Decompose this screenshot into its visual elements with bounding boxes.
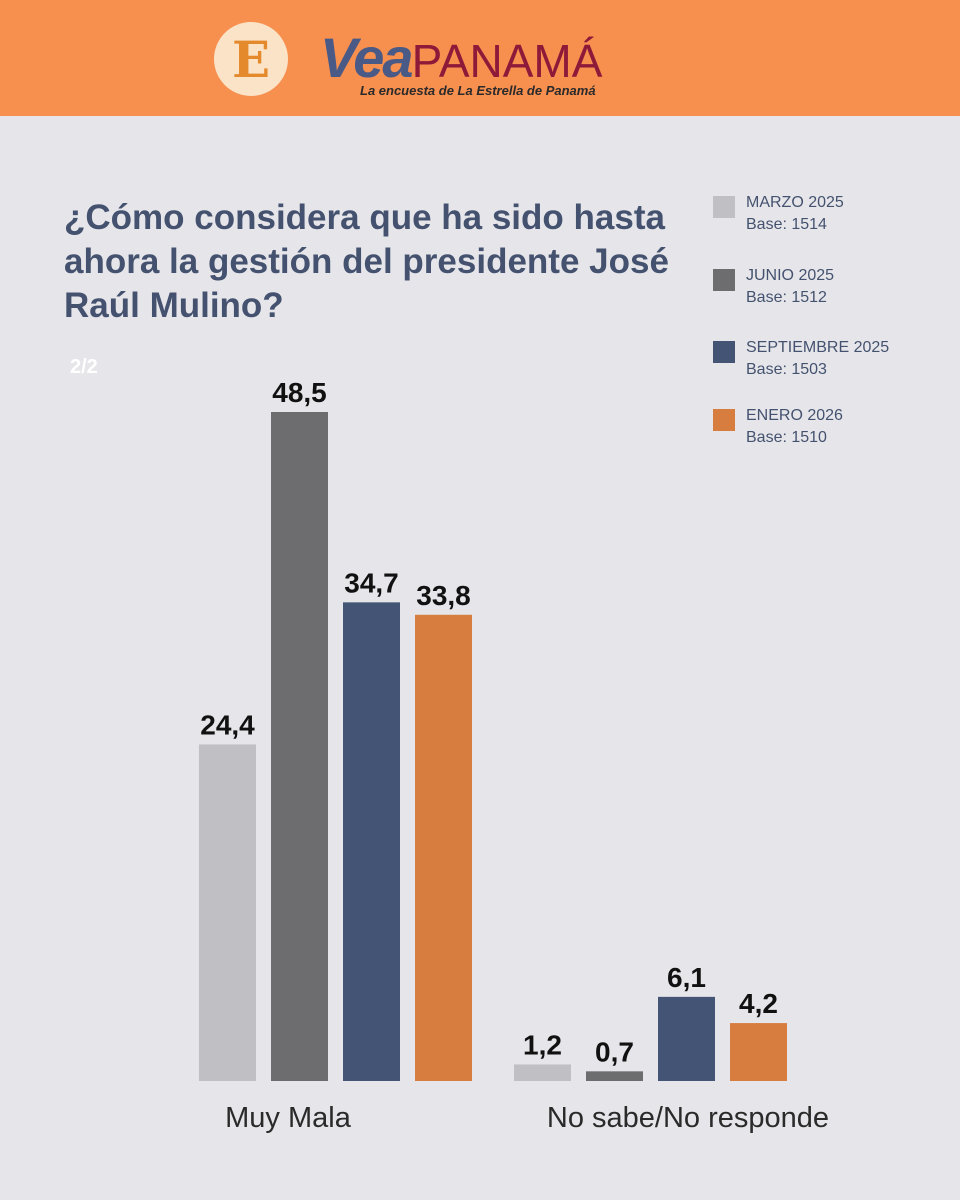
bar-2-3 <box>658 996 715 1081</box>
data-label: 24,4 <box>200 709 255 740</box>
data-label: 6,1 <box>667 962 706 993</box>
header-banner: E VeaPANAMÁ La encuesta de La Estrella d… <box>0 0 960 116</box>
legend-item-enero: ENERO 2026 Base: 1510 <box>713 405 943 455</box>
category-label: No sabe/No responde <box>547 1102 829 1134</box>
chart-title: ¿Cómo considera que ha sido hasta ahora … <box>64 198 669 325</box>
logo-letter: E <box>231 29 271 89</box>
legend-item-marzo: MARZO 2025 Base: 1514 <box>713 192 943 242</box>
bar-2-4 <box>730 1023 787 1081</box>
legend-series-name: JUNIO 2025 <box>746 267 835 284</box>
legend-series-base: Base: 1514 <box>746 216 827 233</box>
estrella-logo-icon: E <box>214 22 288 96</box>
brand-wordmark: VeaPANAMÁ <box>320 30 603 88</box>
bar-1-4 <box>415 614 472 1081</box>
bar-1-2 <box>271 412 328 1081</box>
bar-2-1 <box>514 1064 571 1081</box>
bar-1-1 <box>199 744 256 1081</box>
data-label: 48,5 <box>272 377 327 408</box>
page-indicator: 2/2 <box>70 356 98 378</box>
legend-series-name: ENERO 2026 <box>746 407 843 424</box>
legend-swatch <box>713 196 735 218</box>
legend-series-name: MARZO 2025 <box>746 194 844 211</box>
data-label: 1,2 <box>523 1029 562 1060</box>
legend-series-base: Base: 1503 <box>746 361 827 378</box>
legend-series-base: Base: 1510 <box>746 429 827 446</box>
tagline: La encuesta de La Estrella de Panamá <box>360 83 596 98</box>
brand-part1: Vea <box>320 26 414 89</box>
data-label: 34,7 <box>344 567 399 598</box>
data-label: 0,7 <box>595 1036 634 1067</box>
legend-series-base: Base: 1512 <box>746 289 827 306</box>
legend-swatch <box>713 341 735 363</box>
data-label: 33,8 <box>416 580 471 611</box>
data-label: 4,2 <box>739 988 778 1019</box>
category-label: Muy Mala <box>225 1102 352 1134</box>
legend-swatch <box>713 269 735 291</box>
bar-1-3 <box>343 602 400 1081</box>
legend-series-name: SEPTIEMBRE 2025 <box>746 339 890 356</box>
legend-item-junio: JUNIO 2025 Base: 1512 <box>713 265 943 315</box>
bar-2-2 <box>586 1071 643 1081</box>
brand-part2: PANAMÁ <box>411 35 603 87</box>
legend-item-septiembre: SEPTIEMBRE 2025 Base: 1503 <box>713 337 943 387</box>
legend-swatch <box>713 409 735 431</box>
